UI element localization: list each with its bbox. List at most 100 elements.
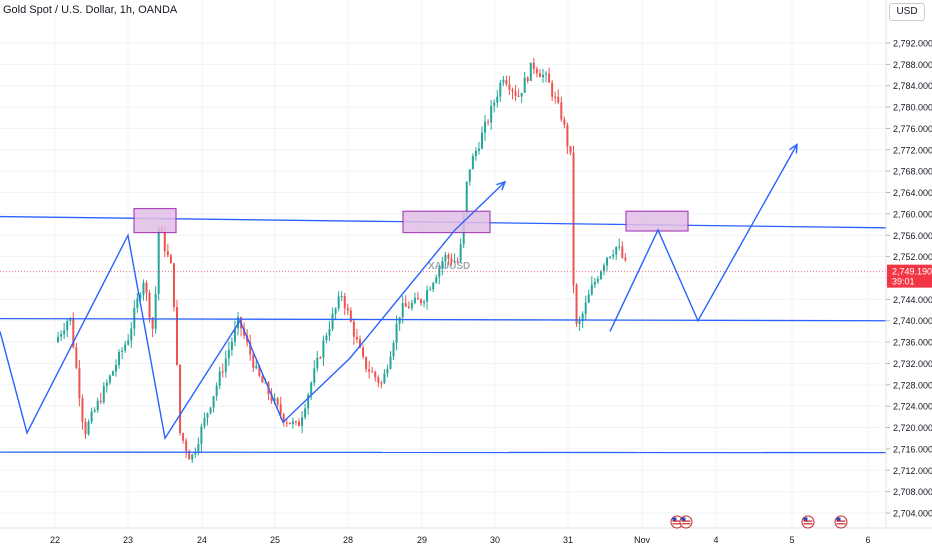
candle-body bbox=[487, 121, 490, 123]
x-tick-label: 31 bbox=[563, 535, 573, 545]
candle-body bbox=[291, 421, 294, 424]
candle-body bbox=[453, 260, 456, 263]
candle-body bbox=[395, 323, 398, 343]
candle-body bbox=[176, 307, 178, 365]
currency-button[interactable]: USD bbox=[889, 3, 925, 21]
candle-body bbox=[325, 335, 328, 341]
candle-body bbox=[179, 364, 182, 434]
price-axis: 2,704.000 2,708.000 2,712.000 2,716.000 2,72… bbox=[886, 39, 932, 519]
candle-body bbox=[200, 426, 203, 444]
flag-stripe bbox=[681, 520, 691, 522]
zigzag-path-left[interactable] bbox=[0, 181, 506, 441]
candle-body bbox=[606, 257, 609, 266]
candle-body bbox=[313, 368, 316, 384]
x-tick-label: 28 bbox=[343, 535, 353, 545]
chart-title: Gold Spot / U.S. Dollar, 1h, OANDA bbox=[3, 4, 178, 16]
candle-body bbox=[227, 349, 230, 359]
candle-body bbox=[169, 255, 172, 264]
candle-body bbox=[72, 317, 75, 348]
candle-body bbox=[477, 148, 480, 151]
candle-body bbox=[63, 330, 66, 335]
candle-body bbox=[386, 368, 389, 374]
us-flag-event-icon[interactable] bbox=[670, 515, 684, 529]
candle-body bbox=[407, 306, 410, 309]
y-tick-label: 2,720.000 bbox=[893, 423, 932, 433]
candle-body bbox=[523, 77, 526, 93]
candle-body bbox=[481, 132, 483, 149]
candle-body bbox=[365, 356, 368, 370]
candle-body bbox=[398, 317, 401, 324]
candle-body bbox=[490, 105, 493, 123]
candle-body bbox=[285, 422, 288, 424]
candle-body bbox=[337, 296, 340, 309]
flag-stripe bbox=[803, 523, 813, 525]
candle-body bbox=[304, 408, 307, 418]
candle-body bbox=[307, 394, 310, 409]
candle-body bbox=[392, 342, 395, 357]
candle-body bbox=[270, 394, 273, 402]
candle-body bbox=[624, 257, 627, 260]
us-flag-event-icon[interactable] bbox=[834, 515, 848, 529]
arrow-head-right bbox=[789, 143, 798, 154]
us-flag-event-icon[interactable] bbox=[801, 515, 815, 529]
y-tick-label: 2,740.000 bbox=[893, 316, 932, 326]
candle-body bbox=[349, 310, 352, 322]
candle-body bbox=[432, 282, 435, 290]
candle-body bbox=[60, 334, 63, 337]
last-price-value: 2,749.190 bbox=[892, 267, 932, 277]
candle-body bbox=[420, 299, 422, 304]
candle-body bbox=[355, 336, 358, 340]
candle-body bbox=[459, 244, 462, 262]
x-tick-label: 30 bbox=[490, 535, 500, 545]
candle-body bbox=[468, 169, 471, 182]
candle-body bbox=[316, 357, 319, 369]
x-tick-label: Nov bbox=[634, 535, 651, 545]
candle-body bbox=[505, 79, 508, 85]
y-tick-label: 2,732.000 bbox=[893, 359, 932, 369]
x-tick-label: 24 bbox=[197, 535, 207, 545]
x-tick-label: 25 bbox=[270, 535, 280, 545]
candle-body bbox=[157, 227, 160, 294]
candle-body bbox=[322, 340, 325, 358]
supply-zone-box[interactable] bbox=[402, 210, 491, 234]
flag-stripe bbox=[681, 523, 691, 525]
time-axis: 22 23 24 25 28 29 30 31 Nov 4 5 6 bbox=[50, 535, 871, 545]
zigzag-projection-right[interactable] bbox=[609, 144, 798, 332]
y-tick-label: 2,744.000 bbox=[893, 295, 932, 305]
supply-zone-box[interactable] bbox=[625, 210, 689, 232]
y-tick-label: 2,712.000 bbox=[893, 466, 932, 476]
x-tick-label: 6 bbox=[865, 535, 870, 545]
bottom-support-line[interactable] bbox=[0, 451, 887, 454]
candle-body bbox=[66, 320, 69, 331]
candle-body bbox=[471, 156, 474, 170]
candle-body bbox=[520, 92, 523, 97]
candle-body bbox=[84, 421, 87, 435]
candle-body bbox=[441, 261, 444, 268]
candle-body bbox=[310, 383, 313, 395]
candle-body bbox=[197, 443, 200, 452]
support-line[interactable] bbox=[0, 317, 887, 322]
candle-body bbox=[151, 317, 154, 329]
candle-body bbox=[416, 297, 419, 300]
candle-body bbox=[331, 313, 334, 329]
candle-body bbox=[319, 357, 322, 359]
candle-body bbox=[255, 365, 258, 369]
candle-body bbox=[444, 254, 447, 262]
candle-body bbox=[572, 152, 575, 285]
candle-body bbox=[383, 373, 386, 384]
y-tick-label: 2,760.000 bbox=[893, 209, 932, 219]
candle-body bbox=[130, 328, 133, 341]
us-flag-event-icon[interactable] bbox=[679, 515, 693, 529]
candle-body bbox=[502, 79, 505, 83]
bar-countdown: 39:01 bbox=[892, 277, 915, 287]
candle-body bbox=[191, 454, 194, 460]
y-tick-label: 2,756.000 bbox=[893, 231, 932, 241]
candle-body bbox=[166, 251, 169, 256]
candle-body bbox=[148, 292, 151, 318]
supply-zone-box[interactable] bbox=[133, 207, 177, 234]
candle-body bbox=[90, 411, 93, 422]
candle-body bbox=[581, 313, 584, 322]
candle-body bbox=[429, 289, 432, 291]
